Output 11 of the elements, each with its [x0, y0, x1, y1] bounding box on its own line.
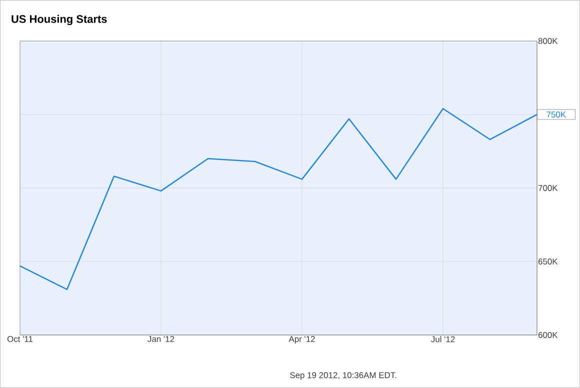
chart-title: US Housing Starts [12, 14, 107, 26]
annotation: 750K [546, 112, 566, 118]
y-tick-label: 800K [538, 38, 558, 44]
y-tick-label: 700K [538, 185, 558, 191]
y-tick-label: 600K [538, 332, 558, 338]
text: Sep 19 2012, 10:36AM EDT. [290, 372, 396, 380]
x-tick-label: Apr '12 [288, 336, 315, 344]
x-tick-label: Jan '12 [148, 336, 174, 342]
x-tick-label: Jul '12 [431, 336, 455, 342]
y-tick-label: 650K [538, 258, 558, 264]
x-tick-label: Oct '11 [7, 336, 33, 342]
